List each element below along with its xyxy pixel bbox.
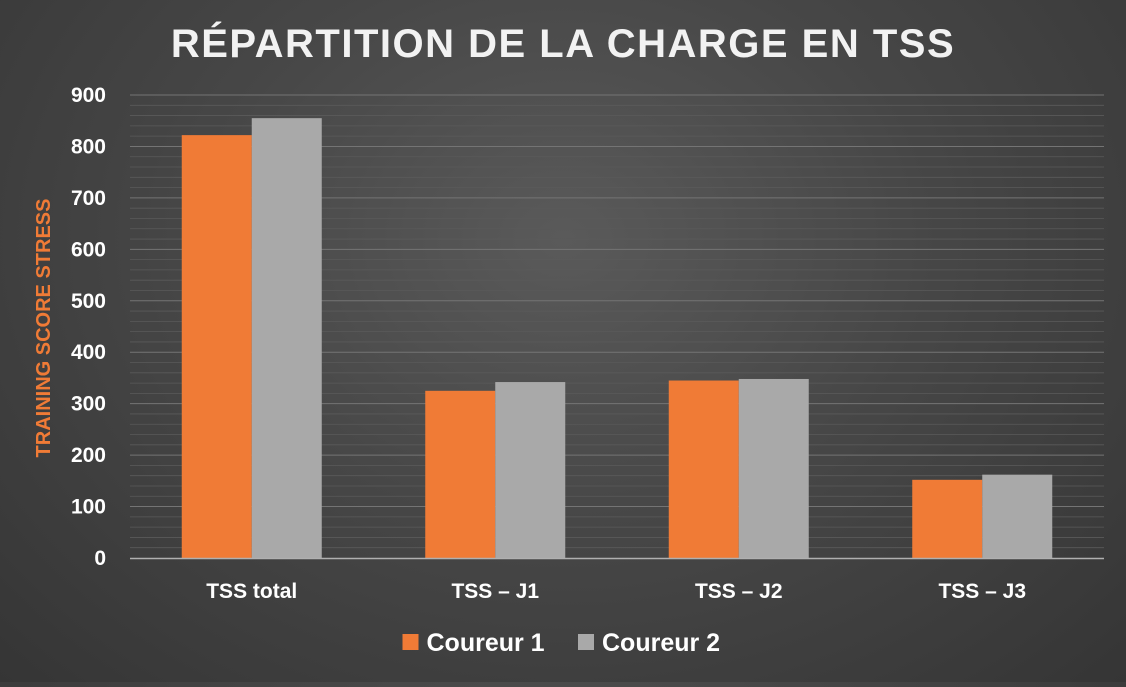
- y-tick-label: 900: [71, 84, 106, 107]
- y-axis-label: TRAINING SCORE STRESS: [33, 199, 55, 458]
- y-tick-label: 400: [71, 341, 106, 364]
- bars: [181, 118, 1053, 559]
- legend: Coureur 1 Coureur 2: [402, 629, 720, 657]
- y-tick-labels: 0 100 200 300 400 500 600 700 800 900: [71, 84, 106, 570]
- chart-title: RÉPARTITION DE LA CHARGE EN TSS: [171, 21, 955, 66]
- legend-label: Coureur 1: [427, 629, 545, 657]
- y-tick-label: 800: [71, 135, 106, 158]
- legend-swatch: [578, 634, 594, 650]
- bar-1-2: [425, 390, 496, 558]
- bar-2-3: [738, 378, 809, 558]
- y-tick-label: 500: [71, 290, 106, 313]
- x-tick-label: TSS – J1: [451, 580, 539, 603]
- y-tick-label: 700: [71, 187, 106, 210]
- bar-1-4: [912, 479, 983, 558]
- bar-2-1: [251, 118, 322, 559]
- y-tick-label: 0: [94, 547, 106, 570]
- x-tick-label: TSS total: [206, 580, 297, 603]
- x-tick-label: TSS – J2: [695, 580, 783, 603]
- legend-swatch: [402, 634, 419, 650]
- bar-2-4: [982, 474, 1053, 558]
- y-tick-label: 100: [71, 496, 106, 519]
- y-tick-label: 300: [71, 393, 106, 416]
- x-tick-labels: TSS total TSS – J1 TSS – J2 TSS – J3: [206, 580, 1026, 603]
- legend-label: Coureur 2: [602, 629, 720, 657]
- y-tick-label: 600: [71, 238, 106, 261]
- bar-1-1: [181, 135, 252, 559]
- bar-1-3: [668, 380, 739, 558]
- x-tick-label: TSS – J3: [938, 580, 1026, 603]
- bar-2-2: [495, 382, 566, 558]
- y-tick-label: 200: [71, 444, 106, 467]
